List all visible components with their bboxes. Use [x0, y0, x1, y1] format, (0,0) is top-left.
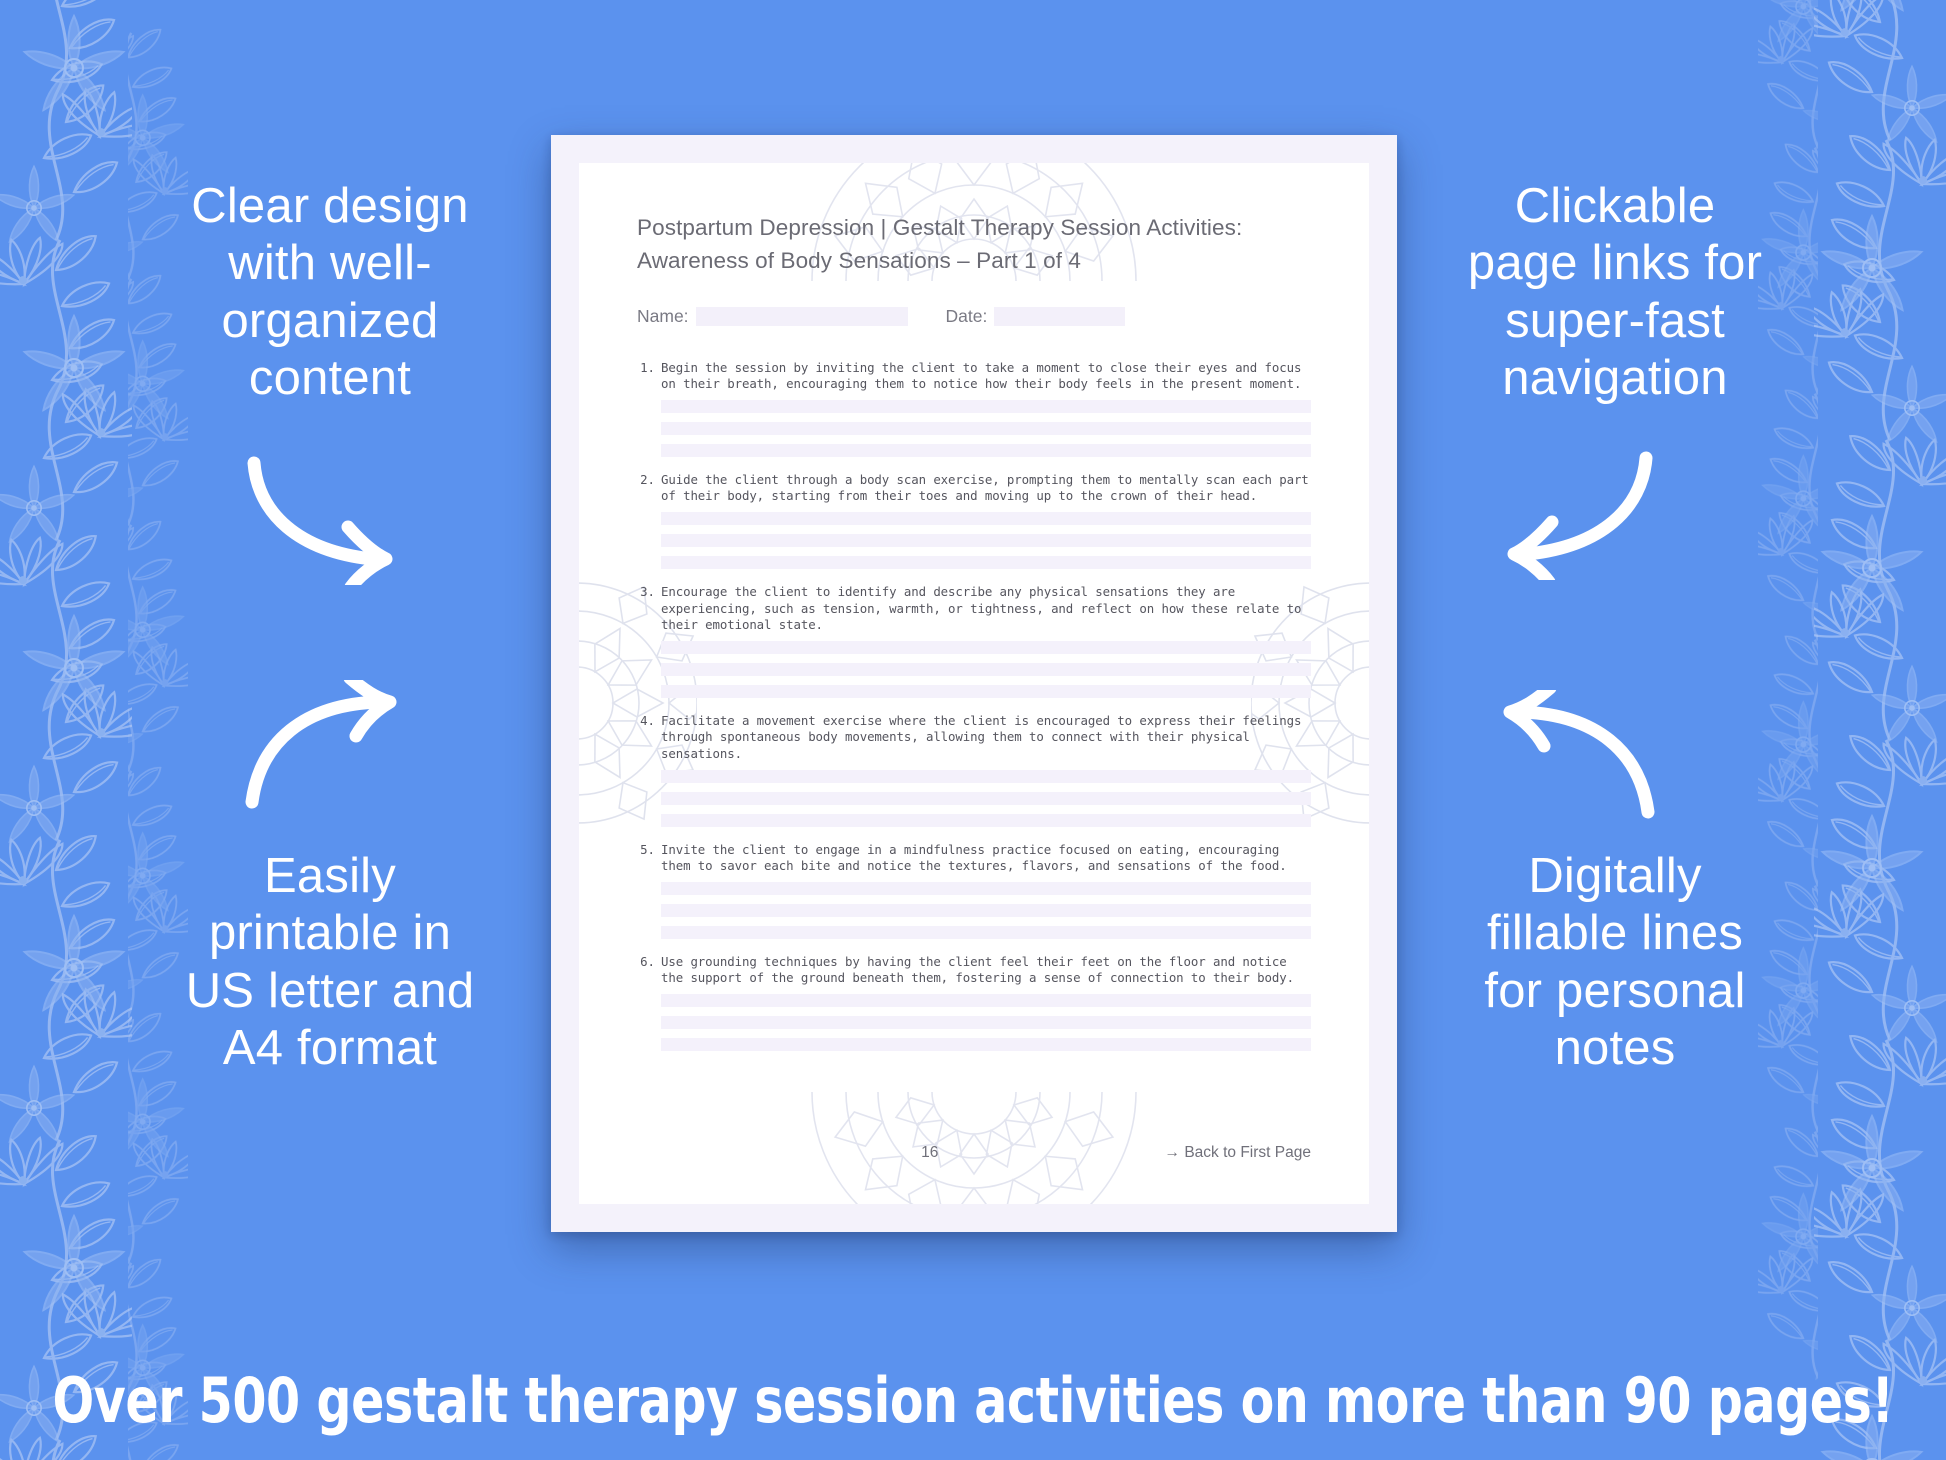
document-title-line1: Postpartum Depression | Gestalt Therapy …: [637, 215, 1243, 240]
fillable-line[interactable]: [661, 399, 1311, 413]
fillable-lines-group: [661, 993, 1311, 1051]
curved-arrow-up-right-icon: [240, 671, 420, 815]
fillable-line[interactable]: [661, 511, 1311, 525]
name-label: Name:: [637, 305, 689, 326]
curved-arrow-down-right-icon: [240, 455, 420, 594]
caption-easily-printable: Easily printable in US letter and A4 for…: [185, 849, 475, 1075]
fillable-line[interactable]: [661, 993, 1311, 1007]
date-label: Date:: [945, 305, 988, 326]
fillable-line[interactable]: [661, 421, 1311, 435]
activity-list: 1. Begin the session by inviting the clie…: [637, 360, 1311, 1060]
caption-clickable-links: Clickable page links for super-fast navi…: [1467, 179, 1763, 405]
fillable-lines-group: [661, 511, 1311, 569]
fillable-line[interactable]: [661, 443, 1311, 457]
activity-item-number: 2.: [640, 471, 655, 487]
document-title: Postpartum Depression | Gestalt Therapy …: [637, 211, 1311, 278]
fillable-line[interactable]: [661, 533, 1311, 547]
activity-item-number: 3.: [640, 583, 655, 599]
fillable-line[interactable]: [661, 1015, 1311, 1029]
activity-item: 3. Encourage the client to identify and d…: [637, 584, 1311, 707]
floral-border-left: [0, 0, 132, 1460]
fillable-line[interactable]: [661, 769, 1311, 783]
bottom-banner: Over 500 gestalt therapy session activit…: [0, 1340, 1946, 1460]
activity-item-text: Guide the client through a body scan exe…: [661, 471, 1309, 504]
fillable-line[interactable]: [661, 925, 1311, 939]
page-number: 16: [921, 1144, 939, 1161]
name-input[interactable]: [695, 306, 908, 326]
activity-item-number: 1.: [640, 359, 655, 375]
fillable-line[interactable]: [661, 1037, 1311, 1051]
activity-item-text: Use grounding techniques by having the c…: [661, 953, 1294, 986]
fillable-line[interactable]: [661, 684, 1311, 698]
document-footer: 16 → Back to First Page: [637, 1144, 1311, 1162]
activity-item-number: 4.: [640, 712, 655, 728]
fillable-line[interactable]: [661, 662, 1311, 676]
caption-clear-design: Clear design with well- organized conten…: [191, 179, 469, 405]
fillable-lines-group: [661, 769, 1311, 827]
activity-item: 6. Use grounding techniques by having the…: [637, 954, 1311, 1060]
fillable-lines-group: [661, 399, 1311, 457]
activity-item: 5. Invite the client to engage in a mindf…: [637, 842, 1311, 948]
activity-item-body: Begin the session by inviting the client…: [661, 360, 1311, 466]
activity-item-text: Encourage the client to identify and des…: [661, 583, 1302, 633]
curved-arrow-down-left-icon: [1480, 450, 1660, 589]
curved-arrow-up-left-icon: [1480, 681, 1660, 825]
document-page[interactable]: Postpartum Depression | Gestalt Therapy …: [551, 135, 1397, 1232]
fillable-line[interactable]: [661, 555, 1311, 569]
floral-vine-icon: [0, 0, 132, 1460]
document-title-line2: Awareness of Body Sensations – Part 1 of…: [637, 248, 1082, 274]
activity-item-body: Facilitate a movement exercise where the…: [661, 713, 1311, 836]
document-page-content: Postpartum Depression | Gestalt Therapy …: [579, 163, 1369, 1204]
fillable-lines-group: [661, 640, 1311, 698]
document-body: Postpartum Depression | Gestalt Therapy …: [579, 163, 1369, 1204]
fillable-line[interactable]: [661, 881, 1311, 895]
floral-vine-icon: [1814, 0, 1946, 1460]
fillable-line[interactable]: [661, 791, 1311, 805]
name-date-row: Name: Date:: [637, 306, 1311, 327]
fillable-line[interactable]: [661, 903, 1311, 917]
activity-item-number: 5.: [640, 841, 655, 857]
activity-item: 4. Facilitate a movement exercise where t…: [637, 713, 1311, 836]
activity-item-text: Invite the client to engage in a mindful…: [661, 841, 1287, 874]
activity-item-body: Encourage the client to identify and des…: [661, 584, 1311, 707]
fillable-line[interactable]: [661, 640, 1311, 654]
activity-item-number: 6.: [640, 953, 655, 969]
caption-fillable-lines: Digitally fillable lines for personal no…: [1484, 849, 1746, 1075]
floral-border-right: [1814, 0, 1946, 1460]
activity-item-body: Guide the client through a body scan exe…: [661, 472, 1311, 578]
fillable-lines-group: [661, 881, 1311, 939]
activity-item: 2. Guide the client through a body scan e…: [637, 472, 1311, 578]
activity-item-text: Facilitate a movement exercise where the…: [661, 712, 1302, 761]
back-to-first-page-link[interactable]: → Back to First Page: [1164, 1144, 1311, 1161]
banner-text: Over 500 gestalt therapy session activit…: [52, 1363, 1894, 1437]
activity-item-body: Use grounding techniques by having the c…: [661, 954, 1311, 1060]
activity-item: 1. Begin the session by inviting the clie…: [637, 360, 1311, 466]
activity-item-text: Begin the session by inviting the client…: [661, 359, 1302, 392]
date-input[interactable]: [994, 306, 1126, 326]
activity-item-body: Invite the client to engage in a mindful…: [661, 842, 1311, 948]
fillable-line[interactable]: [661, 813, 1311, 827]
